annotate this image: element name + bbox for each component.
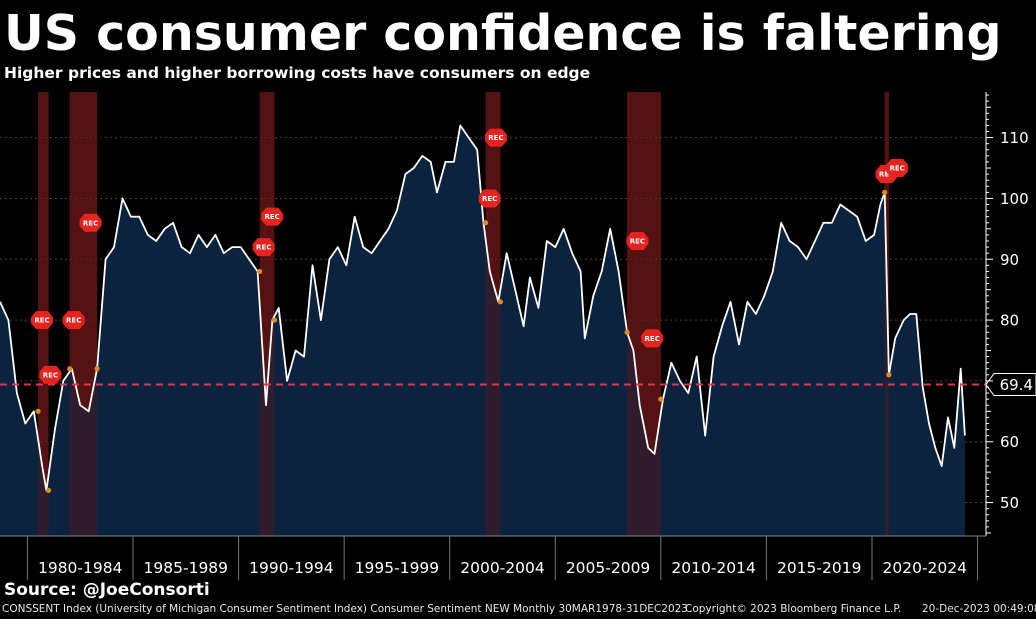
rec-point-marker — [257, 268, 263, 275]
y-tick-label: 100 — [1000, 190, 1029, 208]
rec-point-marker — [67, 366, 73, 372]
rec-badge — [626, 232, 649, 251]
rec-badge — [886, 159, 909, 178]
rec-badge — [79, 213, 102, 232]
footer-copyright: Copyright© 2023 Bloomberg Finance L.P. — [685, 603, 902, 615]
x-tick-label: 2005-2009 — [566, 559, 651, 577]
rec-badge-label: REC — [43, 371, 58, 379]
x-tick-label: 1995-1999 — [355, 559, 440, 577]
x-tick-label: 2000-2004 — [460, 559, 545, 577]
footer-timestamp: 20-Dec-2023 00:49:08 — [922, 603, 1036, 615]
rec-badge-label: REC — [482, 195, 497, 203]
rec-badge-label: REC — [879, 171, 894, 179]
reference-value-label: 69.4 — [1000, 376, 1033, 394]
rec-badge-label: REC — [630, 238, 645, 246]
x-tick-label: 1990-1994 — [249, 559, 334, 577]
rec-point-marker — [497, 299, 503, 305]
rec-badge — [31, 311, 54, 330]
x-tick-label: 2020-2024 — [883, 559, 968, 577]
y-tick-label: 50 — [1000, 494, 1019, 512]
recession-band-overlay — [259, 92, 275, 536]
rec-badge-label: REC — [645, 335, 660, 343]
rec-badge — [62, 311, 85, 330]
rec-point-marker — [882, 189, 888, 195]
rec-point-marker — [94, 366, 100, 372]
y-tick-label: 60 — [1000, 433, 1019, 451]
rec-badge — [261, 207, 284, 226]
rec-badge — [641, 329, 664, 348]
rec-badge-label: REC — [83, 219, 98, 227]
chart-title: US consumer confidence is faltering — [4, 5, 1002, 62]
rec-point-marker — [483, 220, 489, 226]
rec-point-marker — [658, 396, 664, 402]
x-tick-label: 1985-1989 — [144, 559, 229, 577]
sentiment-area — [0, 92, 966, 536]
rec-badge-label: REC — [488, 134, 503, 142]
rec-point-marker — [271, 317, 278, 323]
rec-point-marker — [624, 329, 630, 335]
y-tick-label: 80 — [1000, 312, 1019, 330]
x-tick-label: 2015-2019 — [777, 559, 862, 577]
rec-badge — [484, 128, 507, 147]
chart-subtitle: Higher prices and higher borrowing costs… — [4, 64, 591, 82]
source-credit: Source: @JoeConsorti — [4, 580, 210, 600]
rec-point-marker — [35, 408, 41, 414]
rec-badge — [252, 238, 275, 257]
reference-value-badge — [985, 373, 1036, 397]
rec-badge-label: REC — [264, 213, 279, 221]
x-tick-label: 1980-1984 — [38, 559, 123, 577]
footer-description: CONSSENT Index (University of Michigan C… — [2, 603, 688, 615]
x-tick-label: 2010-2014 — [671, 559, 756, 577]
rec-badge — [39, 365, 62, 384]
rec-point-marker — [886, 372, 892, 378]
reference-line-group: 69.4 — [0, 373, 1036, 397]
y-tick-label: 110 — [1000, 129, 1029, 147]
y-tick-label: 90 — [1000, 251, 1019, 269]
rec-badge — [478, 189, 501, 208]
rec-badge-label: REC — [66, 317, 81, 325]
rec-badge-label: REC — [889, 165, 904, 173]
sentiment-area-fill — [0, 125, 965, 536]
rec-badge-label: REC — [34, 317, 49, 325]
rec-badge-label: REC — [256, 244, 271, 252]
recession-band-overlay — [627, 92, 661, 536]
axes: 50 60 80 90 100 110 1980-1984 1985-1989 1990-199… — [0, 92, 1029, 580]
recession-band-overlay — [485, 92, 501, 536]
rec-point-marker — [45, 487, 52, 493]
